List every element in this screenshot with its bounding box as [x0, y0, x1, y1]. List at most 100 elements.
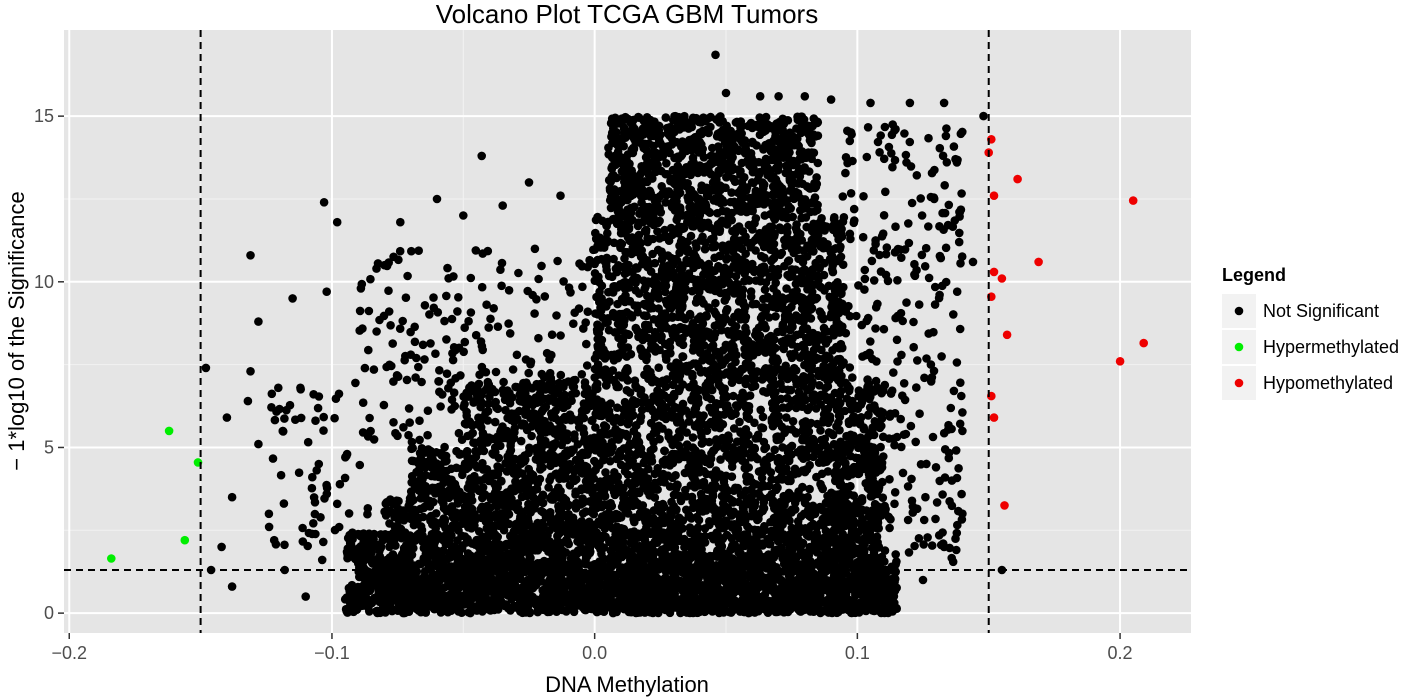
not-significant-point: [633, 555, 642, 564]
not-significant-point: [345, 587, 355, 596]
not-significant-point: [589, 594, 599, 604]
not-significant-point: [525, 484, 534, 494]
not-significant-point: [676, 608, 685, 618]
not-significant-point: [796, 585, 805, 595]
not-significant-point: [888, 574, 897, 583]
not-significant-point: [812, 528, 821, 538]
not-significant-point: [432, 598, 441, 607]
not-significant-point: [576, 451, 586, 460]
not-significant-point: [614, 449, 624, 458]
not-significant-point: [667, 511, 676, 520]
not-significant-point: [409, 561, 419, 570]
not-significant-point: [562, 451, 572, 460]
not-significant-point: [684, 462, 694, 472]
not-significant-point: [469, 586, 478, 595]
not-significant-point: [678, 600, 687, 610]
not-significant-point: [571, 504, 581, 513]
not-significant-point: [542, 452, 552, 462]
not-significant-point: [719, 483, 728, 493]
not-significant-point: [662, 588, 672, 597]
not-significant-point: [421, 463, 430, 472]
chart-title: Volcano Plot TCGA GBM Tumors: [436, 0, 818, 29]
not-significant-point: [597, 549, 606, 559]
not-significant-point: [681, 570, 691, 580]
not-significant-point: [392, 496, 401, 506]
not-significant-point: [748, 586, 757, 595]
not-significant-point: [756, 405, 765, 415]
not-significant-point: [384, 595, 394, 604]
not-significant-point: [458, 470, 467, 480]
not-significant-point: [671, 572, 680, 581]
not-significant-point: [721, 471, 731, 481]
not-significant-point: [689, 584, 699, 594]
not-significant-point: [633, 512, 643, 522]
not-significant-point: [740, 517, 749, 526]
not-significant-point: [854, 606, 864, 616]
not-significant-point: [780, 500, 789, 510]
not-significant-point: [648, 600, 658, 609]
not-significant-point: [470, 479, 479, 488]
not-significant-point: [703, 598, 713, 607]
not-significant-point: [414, 606, 423, 615]
not-significant-point: [796, 539, 805, 548]
not-significant-point: [356, 530, 365, 539]
not-significant-point: [643, 480, 653, 489]
not-significant-point: [849, 564, 858, 574]
not-significant-point: [728, 498, 738, 507]
not-significant-point: [778, 520, 787, 529]
not-significant-point: [496, 562, 506, 571]
not-significant-point: [594, 577, 603, 586]
not-significant-point: [769, 571, 779, 581]
not-significant-point: [713, 546, 722, 555]
not-significant-point: [366, 578, 375, 588]
not-significant-point: [843, 577, 853, 586]
not-significant-point: [526, 577, 535, 586]
not-significant-point: [808, 559, 818, 569]
not-significant-point: [697, 449, 706, 458]
not-significant-point: [409, 456, 419, 466]
not-significant-point: [375, 597, 384, 607]
not-significant-point: [755, 598, 765, 608]
not-significant-point: [657, 603, 667, 612]
not-significant-point: [550, 569, 559, 579]
not-significant-point: [550, 598, 560, 608]
not-significant-point: [650, 547, 660, 557]
not-significant-point: [758, 480, 767, 489]
not-significant-point: [551, 516, 561, 525]
not-significant-point: [419, 576, 429, 585]
not-significant-point: [588, 561, 597, 570]
not-significant-point: [524, 499, 533, 509]
not-significant-point: [754, 514, 763, 524]
not-significant-point: [612, 483, 622, 493]
not-significant-point: [720, 504, 730, 513]
not-significant-point: [385, 587, 395, 597]
not-significant-point: [880, 586, 890, 595]
not-significant-point: [819, 515, 828, 524]
not-significant-point: [536, 576, 546, 586]
not-significant-point: [795, 600, 804, 609]
not-significant-point: [517, 469, 527, 478]
not-significant-point: [829, 588, 838, 597]
not-significant-point: [845, 521, 855, 530]
not-significant-point: [789, 593, 798, 603]
not-significant-point: [803, 492, 812, 502]
not-significant-point: [361, 586, 370, 595]
not-significant-point: [815, 604, 824, 614]
not-significant-point: [381, 605, 390, 614]
not-significant-point: [444, 578, 454, 588]
not-significant-point: [354, 590, 364, 599]
not-significant-point: [495, 588, 505, 598]
not-significant-point: [706, 454, 716, 464]
not-significant-point: [791, 492, 801, 501]
not-significant-point: [500, 520, 510, 529]
not-significant-point: [697, 492, 706, 501]
not-significant-point: [636, 591, 646, 600]
not-significant-point: [638, 505, 648, 515]
not-significant-point: [491, 543, 501, 553]
not-significant-point: [506, 578, 516, 587]
not-significant-point: [412, 574, 422, 583]
not-significant-point: [600, 605, 609, 614]
not-significant-point: [649, 526, 659, 536]
not-significant-point: [817, 569, 826, 578]
